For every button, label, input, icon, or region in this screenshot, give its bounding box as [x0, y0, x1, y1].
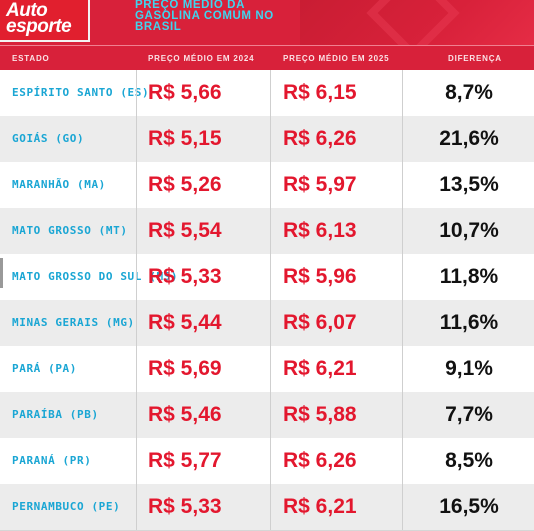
price-2024: R$ 5,15 [148, 127, 222, 150]
column-divider [136, 346, 137, 392]
header-decoration [300, 0, 534, 45]
price-difference: 16,5% [439, 495, 499, 518]
price-2024: R$ 5,44 [148, 311, 222, 334]
price-2024: R$ 5,69 [148, 357, 222, 380]
price-2025: R$ 6,26 [283, 449, 357, 472]
column-divider [402, 116, 403, 162]
table-row: PARAÍBA (PB) R$ 5,46 R$ 5,88 7,7% [0, 392, 534, 439]
price-2024: R$ 5,77 [148, 449, 222, 472]
column-divider [270, 208, 271, 254]
price-2024: R$ 5,26 [148, 173, 222, 196]
price-difference: 11,6% [439, 311, 499, 334]
column-divider [270, 346, 271, 392]
column-divider [402, 392, 403, 438]
logo-line1: Auto [6, 0, 48, 21]
price-difference: 7,7% [445, 403, 493, 426]
column-divider [402, 208, 403, 254]
column-divider [136, 254, 137, 300]
price-2025: R$ 6,13 [283, 219, 357, 242]
state-name: GOIÁS (GO) [12, 132, 85, 145]
autoesporte-logo[interactable]: Auto esporte [0, 0, 90, 42]
state-name: ESPÍRITO SANTO (ES) [12, 86, 150, 99]
state-name: MATO GROSSO (MT) [12, 224, 128, 237]
table-row: PERNAMBUCO (PE) R$ 5,33 R$ 6,21 16,5% [0, 484, 534, 531]
price-table: ESPÍRITO SANTO (ES) R$ 5,66 R$ 6,15 8,7% GOI… [0, 70, 534, 531]
column-divider [402, 162, 403, 208]
table-row: GOIÁS (GO) R$ 5,15 R$ 6,26 21,6% [0, 116, 534, 163]
column-divider [402, 254, 403, 300]
price-2024: R$ 5,46 [148, 403, 222, 426]
price-difference: 10,7% [439, 219, 499, 242]
price-difference: 8,7% [445, 81, 493, 104]
logo-line2: esporte [6, 16, 72, 37]
column-divider [402, 484, 403, 530]
column-divider [270, 254, 271, 300]
table-row: ESPÍRITO SANTO (ES) R$ 5,66 R$ 6,15 8,7% [0, 70, 534, 117]
table-row: MATO GROSSO DO SUL (MS) R$ 5,33 R$ 5,96 11,… [0, 254, 534, 301]
header-banner: Auto esporte PREÇO MÉDIO DA GASOLINA COM… [0, 0, 534, 60]
column-divider [136, 208, 137, 254]
price-difference: 13,5% [439, 173, 499, 196]
price-difference: 8,5% [445, 449, 493, 472]
table-row: PARANÁ (PR) R$ 5,77 R$ 6,26 8,5% [0, 438, 534, 485]
price-difference: 9,1% [445, 357, 493, 380]
column-divider [136, 484, 137, 530]
column-divider [136, 392, 137, 438]
price-2024: R$ 5,33 [148, 265, 222, 288]
column-divider [270, 438, 271, 484]
column-divider [136, 116, 137, 162]
table-row: MATO GROSSO (MT) R$ 5,54 R$ 6,13 10,7% [0, 208, 534, 255]
state-name: PERNAMBUCO (PE) [12, 500, 121, 513]
state-name: PARANÁ (PR) [12, 454, 92, 467]
column-divider [270, 300, 271, 346]
column-divider [270, 70, 271, 116]
price-2025: R$ 6,21 [283, 357, 357, 380]
table-row: MINAS GERAIS (MG) R$ 5,44 R$ 6,07 11,6% [0, 300, 534, 347]
table-title: PREÇO MÉDIO DA GASOLINA COMUM NO BRASIL [135, 0, 274, 33]
state-name: MINAS GERAIS (MG) [12, 316, 135, 329]
column-divider [402, 438, 403, 484]
price-2025: R$ 5,88 [283, 403, 357, 426]
column-divider [136, 70, 137, 116]
state-name: PARAÍBA (PB) [12, 408, 99, 421]
column-divider [136, 162, 137, 208]
column-divider [402, 70, 403, 116]
column-divider [270, 392, 271, 438]
scroll-indicator[interactable] [0, 258, 3, 288]
price-difference: 21,6% [439, 127, 499, 150]
table-row: PARÁ (PA) R$ 5,69 R$ 6,21 9,1% [0, 346, 534, 393]
column-divider [270, 484, 271, 530]
column-header-price-2025: PREÇO MÉDIO EM 2025 [283, 54, 390, 63]
price-difference: 11,8% [439, 265, 499, 288]
price-2025: R$ 6,26 [283, 127, 357, 150]
column-divider [136, 438, 137, 484]
price-2025: R$ 6,15 [283, 81, 357, 104]
price-2024: R$ 5,66 [148, 81, 222, 104]
column-divider [270, 162, 271, 208]
column-divider [136, 300, 137, 346]
column-divider [270, 116, 271, 162]
column-divider [402, 300, 403, 346]
column-header-state: ESTADO [12, 54, 50, 63]
price-2025: R$ 6,21 [283, 495, 357, 518]
column-header-price-2024: PREÇO MÉDIO EM 2024 [148, 54, 255, 63]
price-2025: R$ 5,96 [283, 265, 357, 288]
column-header-row: ESTADO PREÇO MÉDIO EM 2024 PREÇO MÉDIO E… [0, 45, 534, 71]
state-name: PARÁ (PA) [12, 362, 78, 375]
table-row: MARANHÃO (MA) R$ 5,26 R$ 5,97 13,5% [0, 162, 534, 209]
column-divider [402, 346, 403, 392]
price-2024: R$ 5,54 [148, 219, 222, 242]
price-2025: R$ 5,97 [283, 173, 357, 196]
column-header-difference: DIFERENÇA [448, 54, 502, 63]
state-name: MARANHÃO (MA) [12, 178, 106, 191]
price-2025: R$ 6,07 [283, 311, 357, 334]
price-2024: R$ 5,33 [148, 495, 222, 518]
